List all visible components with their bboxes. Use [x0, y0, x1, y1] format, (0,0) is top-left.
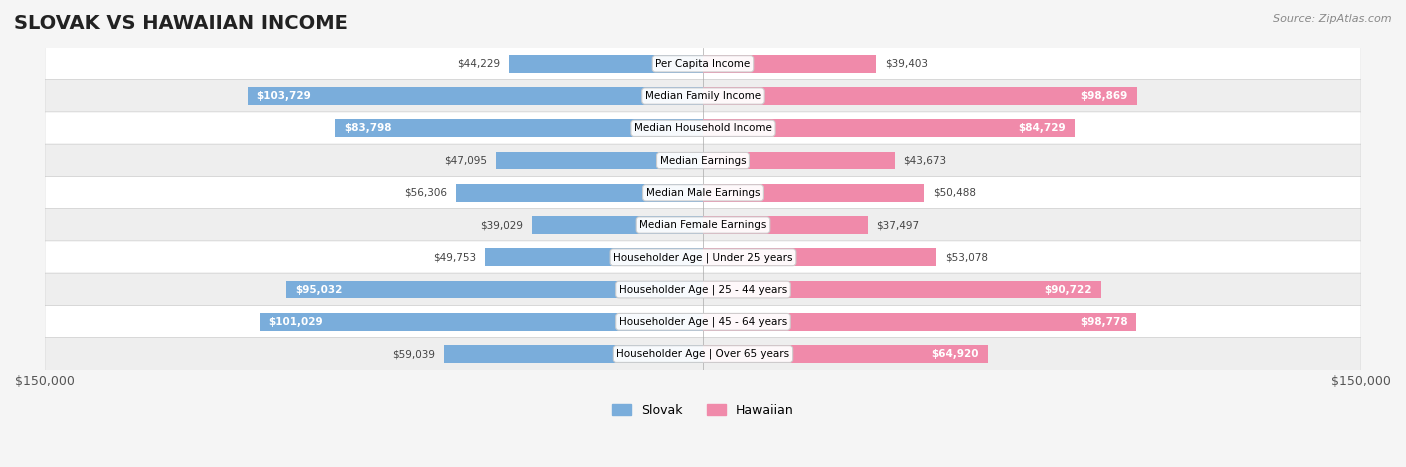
Text: $98,869: $98,869: [1081, 91, 1128, 101]
FancyBboxPatch shape: [45, 177, 1361, 209]
Text: $39,403: $39,403: [884, 59, 928, 69]
Bar: [260, 313, 703, 331]
Bar: [285, 281, 703, 298]
Bar: [456, 184, 703, 202]
FancyBboxPatch shape: [45, 273, 1361, 306]
Text: $95,032: $95,032: [295, 284, 342, 295]
Text: $83,798: $83,798: [344, 123, 392, 133]
Legend: Slovak, Hawaiian: Slovak, Hawaiian: [607, 399, 799, 422]
Bar: [496, 152, 703, 170]
Text: $43,673: $43,673: [904, 156, 946, 166]
Text: Householder Age | 45 - 64 years: Householder Age | 45 - 64 years: [619, 317, 787, 327]
FancyBboxPatch shape: [45, 79, 1361, 113]
Bar: [247, 87, 703, 105]
Bar: [703, 281, 1101, 298]
Text: $53,078: $53,078: [945, 252, 987, 262]
Text: $37,497: $37,497: [876, 220, 920, 230]
Bar: [703, 55, 876, 73]
Text: $64,920: $64,920: [932, 349, 979, 359]
FancyBboxPatch shape: [45, 338, 1361, 370]
Text: $103,729: $103,729: [257, 91, 312, 101]
Text: Per Capita Income: Per Capita Income: [655, 59, 751, 69]
Bar: [703, 184, 925, 202]
Bar: [703, 152, 894, 170]
FancyBboxPatch shape: [45, 305, 1361, 338]
Bar: [703, 216, 868, 234]
Text: $39,029: $39,029: [479, 220, 523, 230]
FancyBboxPatch shape: [45, 144, 1361, 177]
Text: $101,029: $101,029: [269, 317, 323, 327]
Bar: [444, 345, 703, 363]
Text: Householder Age | Under 25 years: Householder Age | Under 25 years: [613, 252, 793, 262]
Bar: [703, 120, 1074, 137]
Bar: [485, 248, 703, 266]
Text: SLOVAK VS HAWAIIAN INCOME: SLOVAK VS HAWAIIAN INCOME: [14, 14, 347, 33]
Text: Source: ZipAtlas.com: Source: ZipAtlas.com: [1274, 14, 1392, 24]
Text: Householder Age | Over 65 years: Householder Age | Over 65 years: [616, 349, 790, 359]
Text: Median Male Earnings: Median Male Earnings: [645, 188, 761, 198]
Text: $90,722: $90,722: [1045, 284, 1092, 295]
Text: $49,753: $49,753: [433, 252, 477, 262]
Text: Median Earnings: Median Earnings: [659, 156, 747, 166]
Text: $98,778: $98,778: [1080, 317, 1128, 327]
Text: $47,095: $47,095: [444, 156, 488, 166]
Text: Median Family Income: Median Family Income: [645, 91, 761, 101]
Bar: [703, 313, 1136, 331]
Bar: [509, 55, 703, 73]
FancyBboxPatch shape: [45, 47, 1361, 80]
Text: $44,229: $44,229: [457, 59, 501, 69]
Text: $84,729: $84,729: [1018, 123, 1066, 133]
Bar: [703, 345, 988, 363]
Bar: [703, 87, 1136, 105]
Text: Householder Age | 25 - 44 years: Householder Age | 25 - 44 years: [619, 284, 787, 295]
Bar: [531, 216, 703, 234]
Text: Median Female Earnings: Median Female Earnings: [640, 220, 766, 230]
Bar: [336, 120, 703, 137]
Text: $59,039: $59,039: [392, 349, 436, 359]
Text: Median Household Income: Median Household Income: [634, 123, 772, 133]
Bar: [703, 248, 936, 266]
FancyBboxPatch shape: [45, 241, 1361, 274]
Text: $50,488: $50,488: [934, 188, 976, 198]
FancyBboxPatch shape: [45, 112, 1361, 145]
Text: $56,306: $56,306: [404, 188, 447, 198]
FancyBboxPatch shape: [45, 209, 1361, 241]
